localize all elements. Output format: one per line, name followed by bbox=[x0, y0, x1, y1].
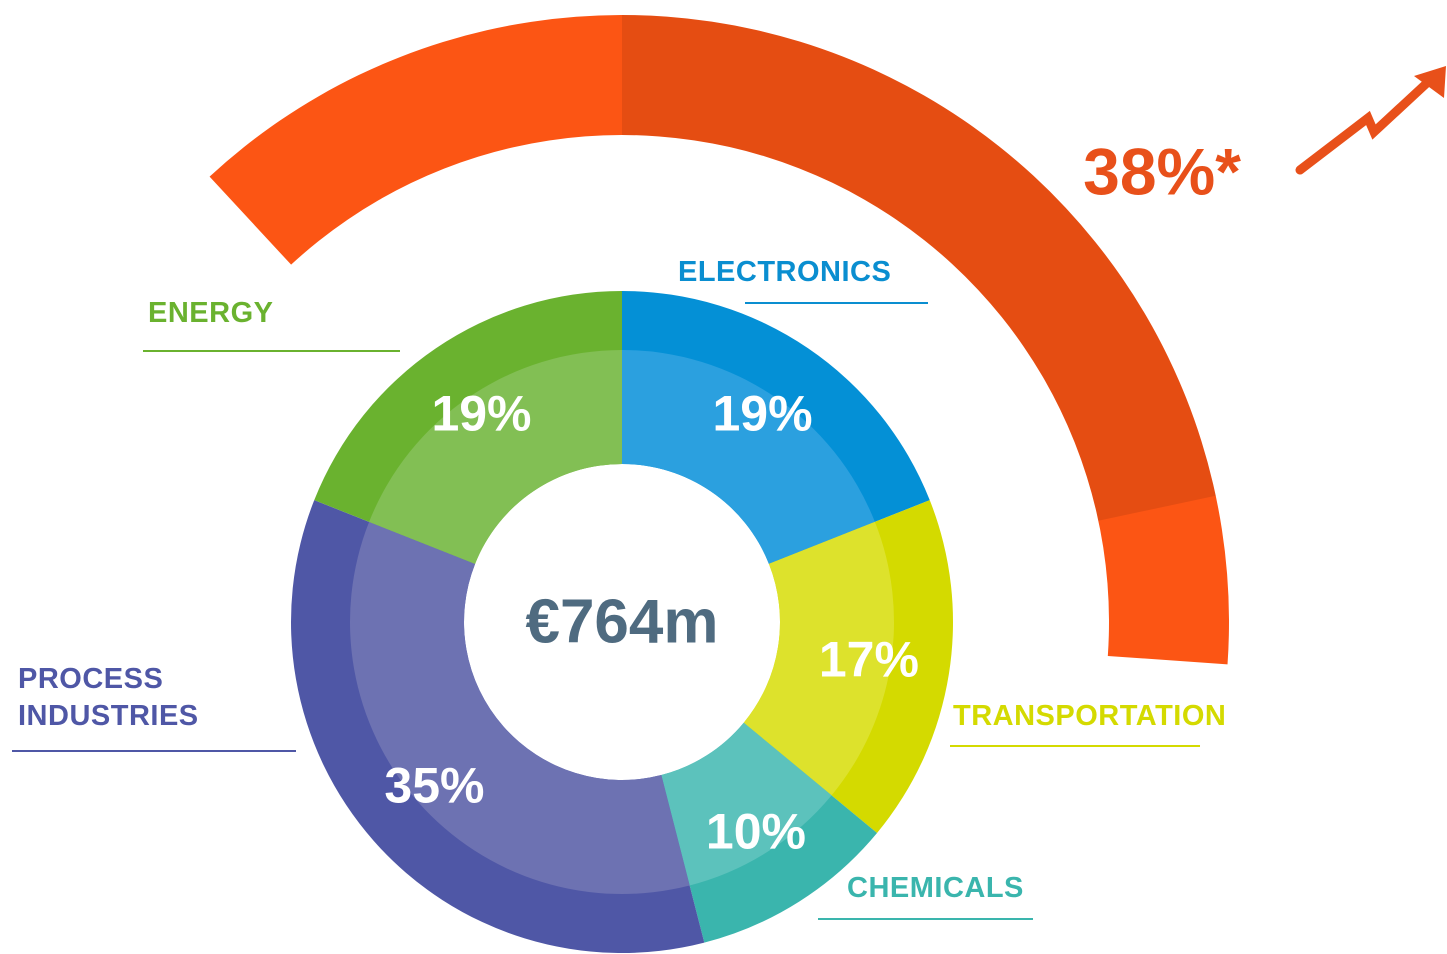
slice-label: 19% bbox=[712, 385, 812, 441]
label-rule bbox=[12, 750, 296, 752]
highlight-arc bbox=[209, 15, 1230, 665]
category-label: ELECTRONICS bbox=[678, 256, 892, 288]
slice-label: 10% bbox=[706, 803, 806, 859]
slice-inner bbox=[622, 350, 875, 564]
label-rule bbox=[950, 745, 1200, 747]
label-rule bbox=[818, 918, 1033, 920]
category-label: ENERGY bbox=[148, 297, 274, 329]
center-label: €764m bbox=[525, 587, 718, 656]
slice-label: 19% bbox=[431, 385, 531, 441]
trend-arrow-head bbox=[1414, 66, 1446, 98]
category-label: CHEMICALS bbox=[847, 872, 1024, 904]
slice-label: 35% bbox=[384, 758, 484, 814]
trend-arrow bbox=[1295, 77, 1433, 175]
slice-inner bbox=[743, 521, 894, 796]
label-rule bbox=[143, 350, 400, 352]
slice-inner bbox=[661, 722, 832, 886]
slice-label: 17% bbox=[819, 631, 919, 687]
slice-inner bbox=[369, 350, 622, 564]
highlight-label: 38%* bbox=[1083, 134, 1241, 208]
slice-inner bbox=[349, 521, 690, 894]
highlight-arc-shade bbox=[622, 15, 1216, 521]
label-rule bbox=[745, 302, 928, 304]
category-label: PROCESS INDUSTRIES bbox=[18, 663, 199, 732]
category-label: TRANSPORTATION bbox=[953, 700, 1227, 732]
